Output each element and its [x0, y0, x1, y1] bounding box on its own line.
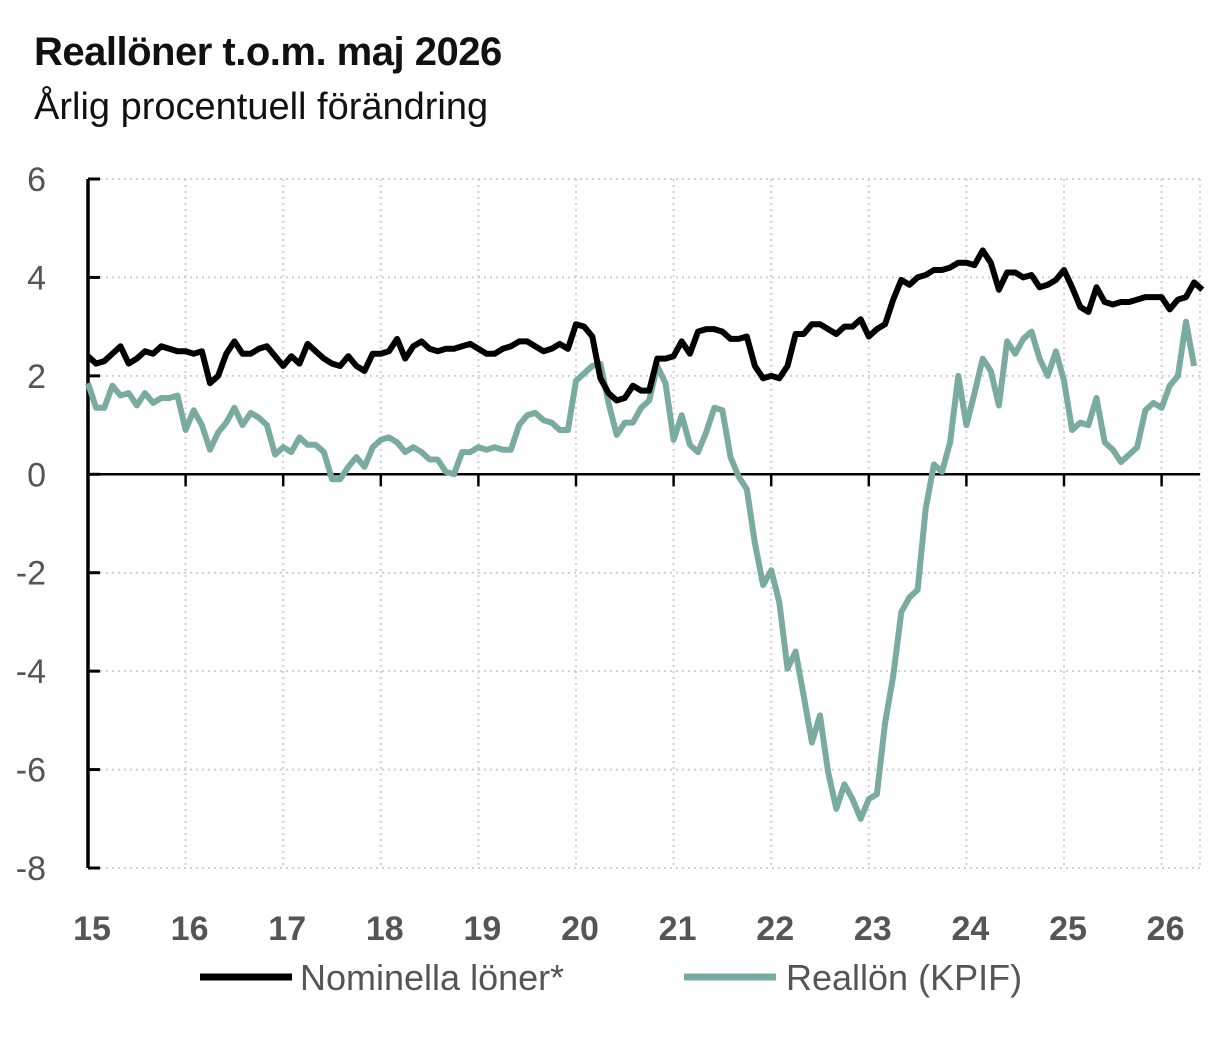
x-tick-label: 26	[1147, 910, 1185, 948]
legend-label: Reallön (KPIF)	[786, 957, 1022, 998]
x-tick-label: 21	[659, 910, 697, 948]
y-tick-label: -4	[16, 653, 46, 691]
series-lines	[85, 247, 1205, 822]
x-tick-label: 15	[73, 910, 111, 948]
y-tick-labels: 6 4 2 0 -2 -4 -6 -8	[16, 161, 46, 888]
y-tick-label: 6	[27, 161, 46, 199]
x-tick-label: 16	[171, 910, 209, 948]
series-line-nominal	[85, 247, 1205, 404]
chart-subtitle: Årlig procentuell förändring	[34, 86, 489, 128]
legend-label: Nominella löner*	[300, 957, 564, 998]
gridlines	[88, 178, 1201, 869]
x-tick-label: 22	[756, 910, 794, 948]
x-tick-label: 24	[951, 910, 989, 948]
legend: Nominella löner* Reallön (KPIF)	[200, 957, 1022, 998]
y-tick-label: -8	[16, 850, 46, 888]
y-tick-label: -2	[16, 555, 46, 593]
x-tick-label: 17	[268, 910, 306, 948]
x-tick-label: 20	[561, 910, 599, 948]
axes	[86, 177, 1200, 870]
x-tick-label: 23	[854, 910, 892, 948]
y-tick-label: -6	[16, 752, 46, 790]
chart-title: Reallöner t.o.m. maj 2026	[34, 30, 502, 74]
x-tick-labels: 15 16 17 18 19 20 21 22 23 24 25 26	[73, 910, 1184, 948]
y-tick-label: 0	[27, 456, 46, 494]
x-tick-label: 18	[366, 910, 404, 948]
x-tick-label: 19	[463, 910, 501, 948]
y-tick-label: 2	[27, 358, 46, 396]
x-tick-label: 25	[1049, 910, 1087, 948]
y-tick-label: 4	[27, 259, 46, 297]
series-line-real	[85, 318, 1198, 822]
